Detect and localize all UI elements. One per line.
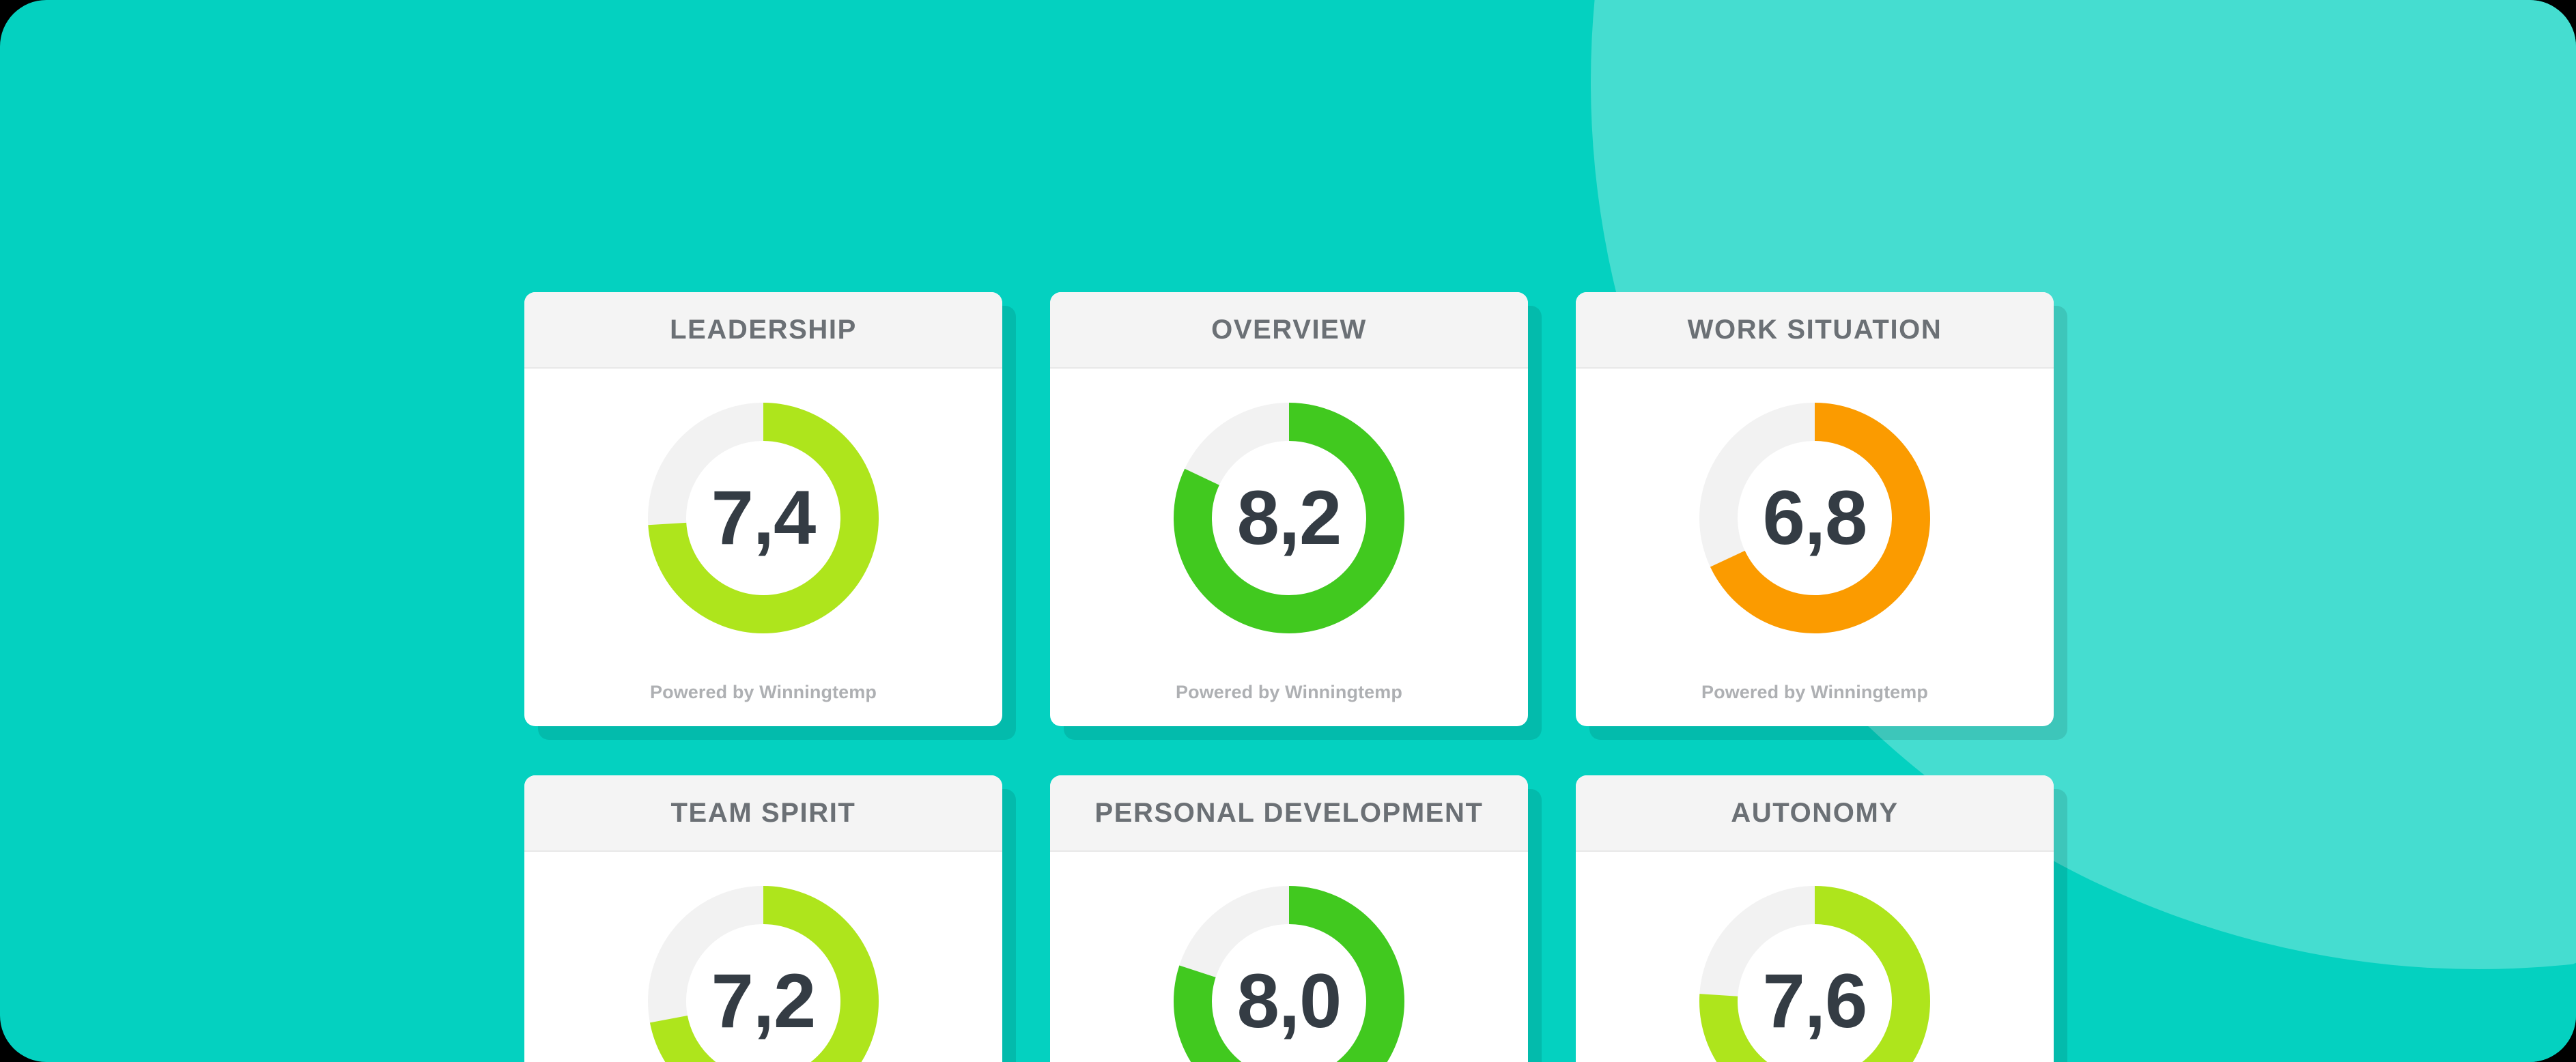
card-body: 8,0	[1050, 852, 1528, 1062]
card-body: 7,2	[524, 852, 1002, 1062]
card-title: WORK SITUATION	[1687, 314, 1942, 345]
donut-gauge-svg	[1174, 402, 1404, 633]
gauge-value: 7,4	[711, 475, 817, 560]
gauge-value: 8,2	[1236, 475, 1342, 560]
card-body: 7,4	[524, 369, 1002, 682]
card-title: LEADERSHIP	[670, 314, 857, 345]
card-title: OVERVIEW	[1211, 314, 1367, 345]
score-card-wrapper: AUTONOMY 7,6 Powered by Winningtemp	[1576, 775, 2054, 1062]
gauge-arc	[1174, 885, 1404, 1062]
score-card-wrapper: OVERVIEW 8,2 Powered by Winningtemp	[1050, 292, 1528, 726]
score-card-team-spirit[interactable]: TEAM SPIRIT 7,2 Powered by Winningtemp	[524, 775, 1002, 1062]
score-card-personal-development[interactable]: PERSONAL DEVELOPMENT 8,0 Powered by Winn…	[1050, 775, 1528, 1062]
score-card-grid: LEADERSHIP 7,4 Powered by Winningtemp	[524, 292, 2076, 1062]
donut-gauge-svg	[648, 885, 879, 1062]
donut-gauge: 7,2	[640, 878, 886, 1062]
card-header: AUTONOMY	[1576, 775, 2054, 852]
gauge-arc	[648, 402, 879, 633]
donut-gauge: 7,4	[640, 395, 886, 641]
donut-gauge: 8,0	[1166, 878, 1412, 1062]
card-header: TEAM SPIRIT	[524, 775, 1002, 852]
gauge-value: 7,6	[1762, 958, 1868, 1044]
donut-gauge-svg	[648, 402, 879, 633]
gauge-value: 6,8	[1762, 475, 1868, 560]
card-body: 7,6	[1576, 852, 2054, 1062]
powered-by-label: Powered by Winningtemp	[650, 682, 877, 702]
gauge-value: 8,0	[1236, 958, 1342, 1044]
score-card-wrapper: TEAM SPIRIT 7,2 Powered by Winningtemp	[524, 775, 1002, 1062]
score-card-leadership[interactable]: LEADERSHIP 7,4 Powered by Winningtemp	[524, 292, 1002, 726]
score-card-autonomy[interactable]: AUTONOMY 7,6 Powered by Winningtemp	[1576, 775, 2054, 1062]
donut-gauge: 8,2	[1166, 395, 1412, 641]
score-card-wrapper: WORK SITUATION 6,8 Powered by Winningtem…	[1576, 292, 2054, 726]
background-blob-lower	[2062, 880, 2576, 1062]
donut-gauge: 6,8	[1692, 395, 1938, 641]
gauge-arc	[1174, 402, 1404, 633]
powered-by-label: Powered by Winningtemp	[1701, 682, 1928, 702]
card-header: PERSONAL DEVELOPMENT	[1050, 775, 1528, 852]
card-header: OVERVIEW	[1050, 292, 1528, 369]
card-footer: Powered by Winningtemp	[524, 682, 1002, 726]
gauge-arc	[648, 885, 879, 1062]
card-header: LEADERSHIP	[524, 292, 1002, 369]
card-footer: Powered by Winningtemp	[1576, 682, 2054, 726]
card-body: 8,2	[1050, 369, 1528, 682]
score-card-wrapper: PERSONAL DEVELOPMENT 8,0 Powered by Winn…	[1050, 775, 1528, 1062]
card-footer: Powered by Winningtemp	[1050, 682, 1528, 726]
score-card-wrapper: LEADERSHIP 7,4 Powered by Winningtemp	[524, 292, 1002, 726]
score-card-overview[interactable]: OVERVIEW 8,2 Powered by Winningtemp	[1050, 292, 1528, 726]
card-header: WORK SITUATION	[1576, 292, 2054, 369]
donut-gauge-svg	[1174, 885, 1404, 1062]
gauge-value: 7,2	[711, 958, 817, 1044]
donut-gauge: 7,6	[1692, 878, 1938, 1062]
card-title: PERSONAL DEVELOPMENT	[1094, 797, 1484, 828]
card-title: AUTONOMY	[1731, 797, 1899, 828]
score-card-work-situation[interactable]: WORK SITUATION 6,8 Powered by Winningtem…	[1576, 292, 2054, 726]
card-body: 6,8	[1576, 369, 2054, 682]
card-title: TEAM SPIRIT	[670, 797, 856, 828]
powered-by-label: Powered by Winningtemp	[1176, 682, 1402, 702]
